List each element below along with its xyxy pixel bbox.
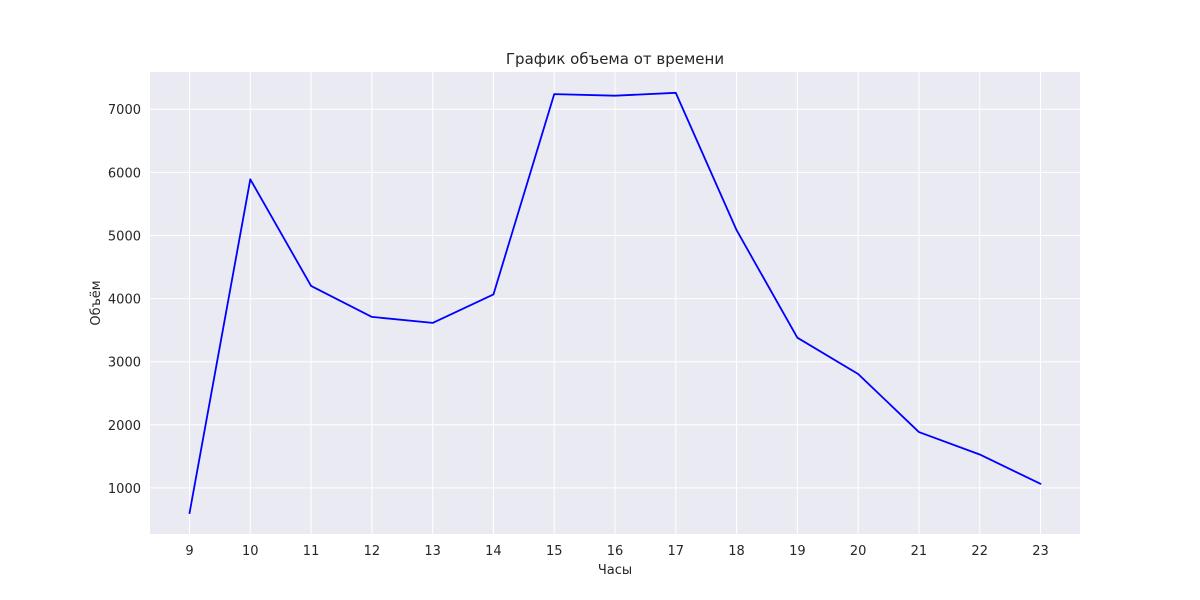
series-layer: [188, 91, 1042, 515]
y-tick-label: 5000: [108, 229, 141, 244]
y-tick-label: 1000: [108, 482, 141, 497]
x-tick-label: 16: [607, 544, 624, 559]
x-tick-label: 10: [242, 544, 259, 559]
x-axis-label: Часы: [598, 563, 632, 578]
y-tick-label: 6000: [108, 166, 141, 181]
x-tick-label: 14: [485, 544, 502, 559]
x-tick-label: 23: [1032, 544, 1049, 559]
x-tick-label: 13: [424, 544, 441, 559]
x-tick-label: 12: [364, 544, 381, 559]
series-line: [188, 91, 1042, 515]
grid: [150, 72, 1080, 534]
x-tick-label: 18: [728, 544, 745, 559]
x-tick-label: 19: [789, 544, 806, 559]
y-tick-label: 3000: [108, 356, 141, 371]
x-tick-label: 15: [546, 544, 563, 559]
x-tick-label: 21: [911, 544, 928, 559]
x-tick-label: 22: [971, 544, 988, 559]
y-tick-label: 7000: [108, 103, 141, 118]
y-axis-ticks: 1000 2000 3000 4000 5000 6000 7000: [108, 103, 141, 497]
y-tick-label: 2000: [108, 419, 141, 434]
y-axis-label: Объём: [89, 280, 104, 325]
x-tick-label: 17: [668, 544, 685, 559]
x-tick-label: 9: [185, 544, 193, 559]
x-tick-label: 11: [303, 544, 320, 559]
x-tick-label: 20: [850, 544, 867, 559]
y-tick-label: 4000: [108, 293, 141, 308]
chart-title: График объема от времени: [506, 50, 724, 68]
x-axis-ticks: 9 10 11 12 13 14 15 16 17 18 19 20 21 22 23: [185, 544, 1048, 559]
